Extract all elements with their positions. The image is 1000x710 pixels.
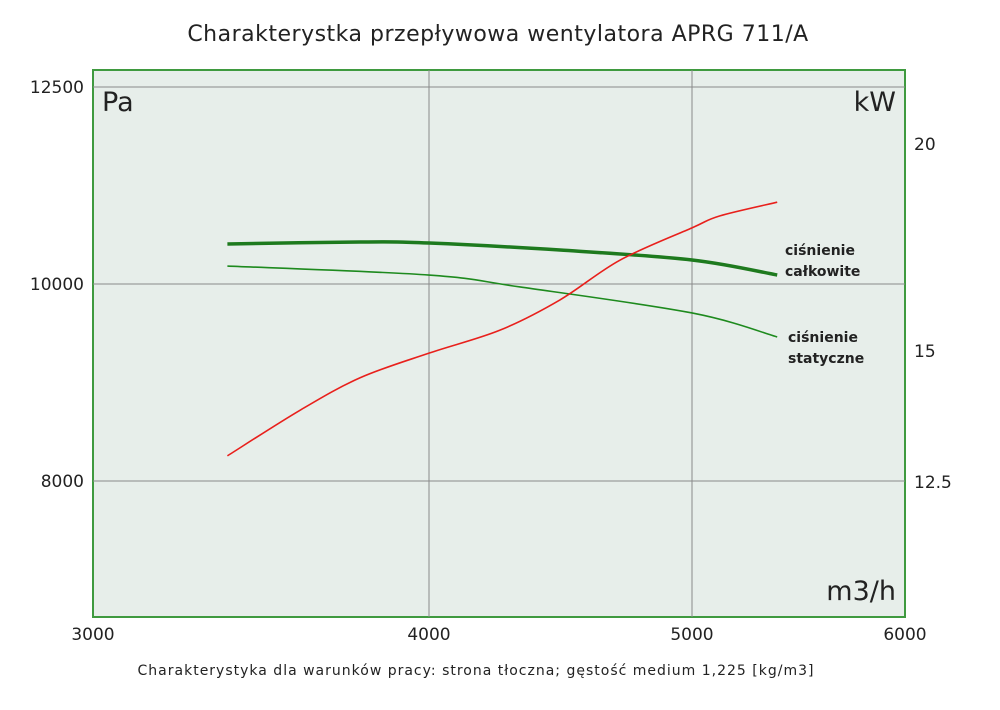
plot-area [92,69,906,618]
x-tick-label: 5000 [670,625,713,645]
y2-tick-label: 20 [914,135,936,155]
y2-tick-label: 12.5 [914,473,952,493]
y2-tick-label: 15 [914,342,936,362]
x-tick-label: 4000 [407,625,450,645]
y-tick-label: 10000 [30,275,84,295]
series-label: całkowite [785,264,860,280]
series-label: statyczne [788,351,864,367]
series-label: ciśnienie [785,243,855,259]
x-tick-label: 3000 [71,625,114,645]
x-tick-label: 6000 [883,625,926,645]
series-line-total-pressure [227,240,778,277]
y-tick-label: 12500 [30,78,84,98]
chart-subtitle: Charakterystyka dla warunków pracy: stro… [138,663,815,679]
x-axis-label: m3/h [826,576,896,607]
y-tick-label: 8000 [41,472,84,492]
series-line-static-pressure [227,265,778,338]
series-line-power [226,201,778,457]
series-label: ciśnienie [788,330,858,346]
y2-axis-label: kW [854,87,896,118]
chart-title: Charakterystka przepływowa wentylatora A… [187,22,808,47]
y-axis-label: Pa [102,87,134,118]
